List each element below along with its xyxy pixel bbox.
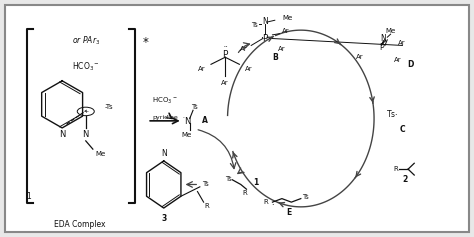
Text: or PAr$_3$: or PAr$_3$ [72,35,100,47]
Text: HCO$_3$$^-$: HCO$_3$$^-$ [152,96,178,106]
Text: 3: 3 [161,214,166,223]
Text: C: C [400,125,406,134]
Text: Ar: Ar [240,46,248,52]
Text: pyridine: pyridine [152,115,178,120]
Text: 1: 1 [254,178,259,187]
Text: N: N [381,34,386,43]
Text: -Ts: -Ts [105,104,113,110]
Text: Ar: Ar [245,66,253,72]
Text: E: E [286,208,292,217]
Text: 2: 2 [402,175,407,184]
Text: R: R [205,203,210,209]
Text: 1: 1 [27,192,31,201]
Text: Ts: Ts [252,23,258,28]
Text: P: P [379,43,383,52]
Text: Ar: Ar [198,66,205,72]
Text: Ar: Ar [282,28,290,34]
Text: HCO$_3$$^-$: HCO$_3$$^-$ [72,60,100,73]
Text: Ar: Ar [398,40,405,46]
Text: $^{\cdot}$N: $^{\cdot}$N [182,115,191,126]
Text: $\ddot{\mathrm{P}}$: $\ddot{\mathrm{P}}$ [222,46,229,59]
Text: N: N [263,17,268,26]
Text: Ar: Ar [221,80,229,86]
Text: Me: Me [95,151,106,157]
Text: Ts: Ts [202,182,209,187]
Text: D: D [407,60,413,69]
Text: Ts: Ts [191,104,198,110]
Text: R: R [263,199,268,205]
Text: A: A [201,116,208,125]
Text: Me: Me [385,28,396,34]
Text: N: N [82,131,89,140]
Text: Ar: Ar [278,46,286,52]
FancyBboxPatch shape [5,5,469,232]
Text: Me: Me [282,15,292,21]
Text: Ts: Ts [302,194,309,201]
Text: Me: Me [182,132,191,138]
Text: +: + [83,109,88,114]
Text: Ts: Ts [226,176,232,182]
Text: N: N [161,149,167,158]
Text: $\cdot$P: $\cdot$P [260,32,270,43]
Text: Ar: Ar [394,57,401,63]
Text: R: R [393,166,398,172]
Text: B: B [272,53,278,62]
Text: Ar: Ar [356,54,364,60]
Text: R: R [243,190,247,196]
Text: N: N [59,131,65,140]
Text: EDA Complex: EDA Complex [54,220,106,229]
Text: $\cdot$: $\cdot$ [271,198,274,207]
Text: *: * [143,36,148,49]
Text: Ts$\cdot$: Ts$\cdot$ [386,108,398,119]
